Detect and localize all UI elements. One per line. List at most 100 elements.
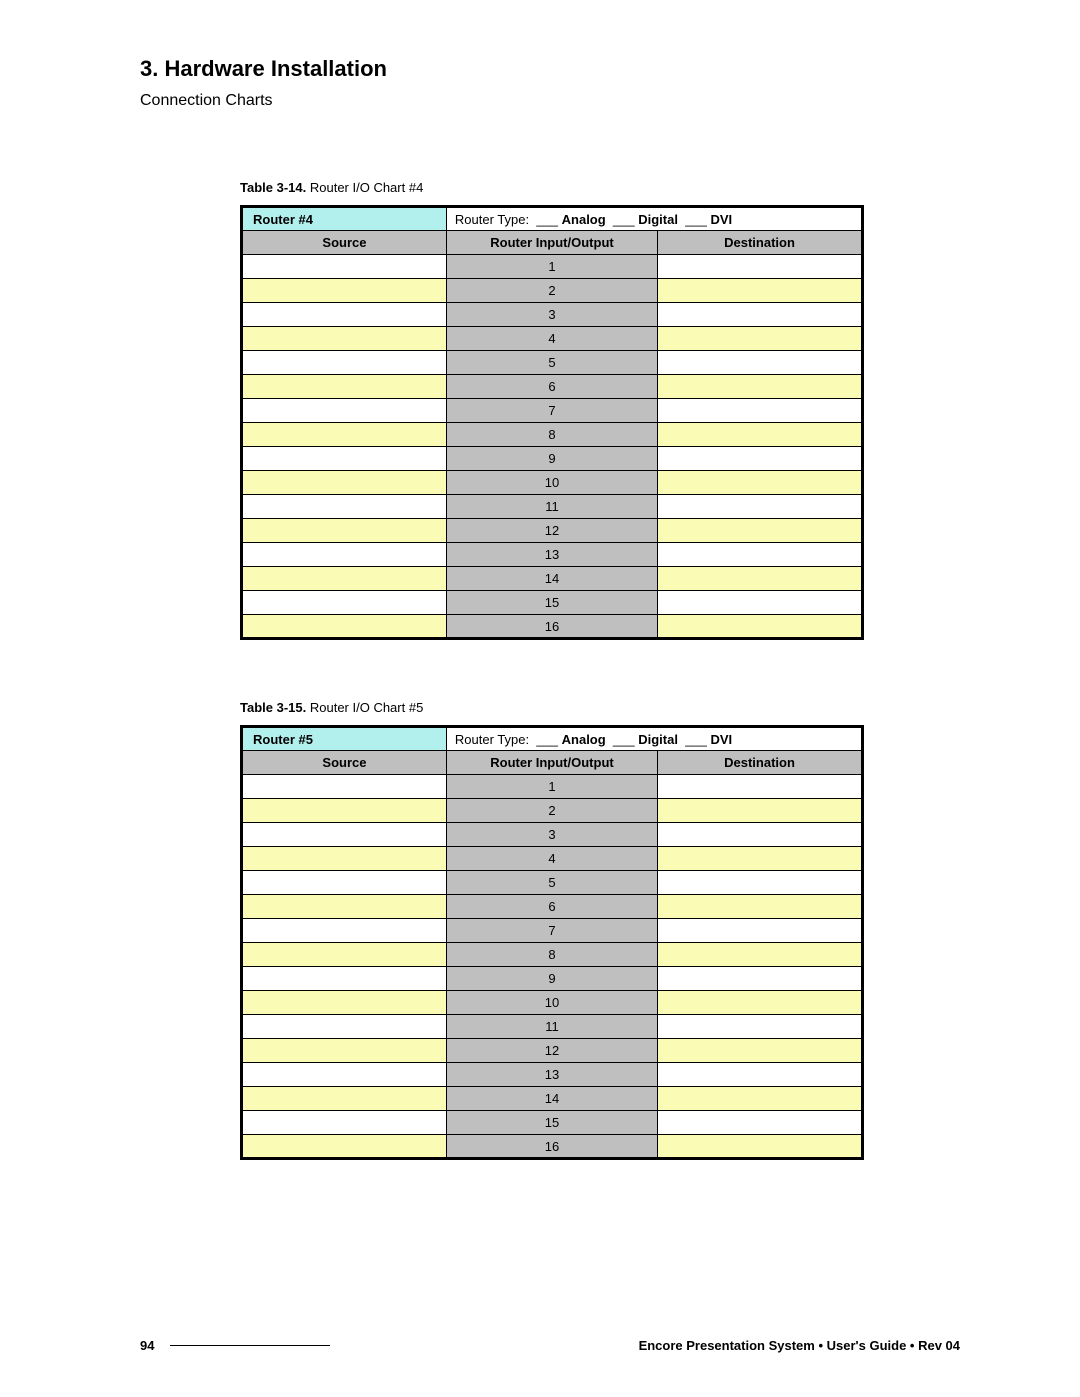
page-heading: 3. Hardware Installation xyxy=(140,56,960,82)
cell-source xyxy=(242,567,447,591)
cell-source xyxy=(242,1015,447,1039)
cell-source xyxy=(242,423,447,447)
table-row: 13 xyxy=(242,1063,863,1087)
type-prefix: Router Type: ___ xyxy=(455,732,562,747)
cell-destination xyxy=(658,375,863,399)
cell-io: 11 xyxy=(446,1015,657,1039)
cell-io: 15 xyxy=(446,591,657,615)
cell-source xyxy=(242,351,447,375)
cell-destination xyxy=(658,615,863,639)
table-row: 14 xyxy=(242,1087,863,1111)
cell-io: 2 xyxy=(446,799,657,823)
type-digital: Digital xyxy=(638,212,678,227)
cell-destination xyxy=(658,919,863,943)
cell-source xyxy=(242,471,447,495)
caption-label: Table 3-14. xyxy=(240,180,306,195)
cell-destination xyxy=(658,1087,863,1111)
table-column-header-row: Source Router Input/Output Destination xyxy=(242,751,863,775)
type-prefix: Router Type: ___ xyxy=(455,212,562,227)
cell-destination xyxy=(658,1135,863,1159)
table-row: 10 xyxy=(242,991,863,1015)
cell-destination xyxy=(658,775,863,799)
cell-destination xyxy=(658,351,863,375)
page-number: 94 xyxy=(140,1338,154,1353)
table-row: 2 xyxy=(242,799,863,823)
cell-destination xyxy=(658,303,863,327)
type-dvi: DVI xyxy=(711,212,733,227)
cell-io: 3 xyxy=(446,303,657,327)
page-footer: 94 Encore Presentation System • User's G… xyxy=(140,1338,960,1353)
router-io-table-4: Router #4 Router Type: ___ Analog ___ Di… xyxy=(240,205,864,640)
table-row: 10 xyxy=(242,471,863,495)
table-row: 5 xyxy=(242,351,863,375)
cell-io: 14 xyxy=(446,567,657,591)
cell-source xyxy=(242,375,447,399)
table-row: 4 xyxy=(242,847,863,871)
col-source: Source xyxy=(242,231,447,255)
cell-io: 11 xyxy=(446,495,657,519)
cell-io: 12 xyxy=(446,1039,657,1063)
table-row: 6 xyxy=(242,375,863,399)
table-row: 8 xyxy=(242,423,863,447)
type-analog: Analog xyxy=(562,212,606,227)
cell-source xyxy=(242,1111,447,1135)
cell-io: 5 xyxy=(446,351,657,375)
cell-io: 6 xyxy=(446,375,657,399)
table-row: 7 xyxy=(242,399,863,423)
cell-destination xyxy=(658,823,863,847)
cell-source xyxy=(242,447,447,471)
cell-destination xyxy=(658,327,863,351)
cell-destination xyxy=(658,799,863,823)
router-io-table-5: Router #5 Router Type: ___ Analog ___ Di… xyxy=(240,725,864,1160)
cell-io: 3 xyxy=(446,823,657,847)
cell-io: 7 xyxy=(446,399,657,423)
cell-io: 10 xyxy=(446,991,657,1015)
cell-source xyxy=(242,279,447,303)
table-caption: Table 3-14. Router I/O Chart #4 xyxy=(240,180,960,195)
cell-io: 7 xyxy=(446,919,657,943)
cell-source xyxy=(242,823,447,847)
type-sep: ___ xyxy=(606,212,639,227)
cell-source xyxy=(242,943,447,967)
cell-destination xyxy=(658,895,863,919)
table-caption: Table 3-15. Router I/O Chart #5 xyxy=(240,700,960,715)
cell-destination xyxy=(658,279,863,303)
table-row: 12 xyxy=(242,1039,863,1063)
table-header-row: Router #5 Router Type: ___ Analog ___ Di… xyxy=(242,727,863,751)
type-analog: Analog xyxy=(562,732,606,747)
cell-io: 1 xyxy=(446,255,657,279)
table-row: 11 xyxy=(242,1015,863,1039)
cell-io: 6 xyxy=(446,895,657,919)
cell-source xyxy=(242,399,447,423)
cell-source xyxy=(242,327,447,351)
cell-destination xyxy=(658,1111,863,1135)
cell-io: 16 xyxy=(446,615,657,639)
table-row: 14 xyxy=(242,567,863,591)
col-io: Router Input/Output xyxy=(446,751,657,775)
cell-source xyxy=(242,1039,447,1063)
cell-source xyxy=(242,1135,447,1159)
cell-source xyxy=(242,303,447,327)
cell-io: 9 xyxy=(446,967,657,991)
cell-destination xyxy=(658,591,863,615)
cell-source xyxy=(242,919,447,943)
cell-io: 10 xyxy=(446,471,657,495)
cell-source xyxy=(242,255,447,279)
cell-source xyxy=(242,991,447,1015)
cell-io: 1 xyxy=(446,775,657,799)
page-subheading: Connection Charts xyxy=(140,92,960,110)
type-digital: Digital xyxy=(638,732,678,747)
table-row: 7 xyxy=(242,919,863,943)
cell-io: 13 xyxy=(446,543,657,567)
table-row: 9 xyxy=(242,447,863,471)
table-row: 3 xyxy=(242,823,863,847)
cell-source xyxy=(242,847,447,871)
type-sep: ___ xyxy=(606,732,639,747)
router-label-cell: Router #4 xyxy=(242,207,447,231)
table-row: 8 xyxy=(242,943,863,967)
table-row: 3 xyxy=(242,303,863,327)
cell-destination xyxy=(658,991,863,1015)
table-row: 11 xyxy=(242,495,863,519)
table-row: 16 xyxy=(242,615,863,639)
cell-source xyxy=(242,895,447,919)
